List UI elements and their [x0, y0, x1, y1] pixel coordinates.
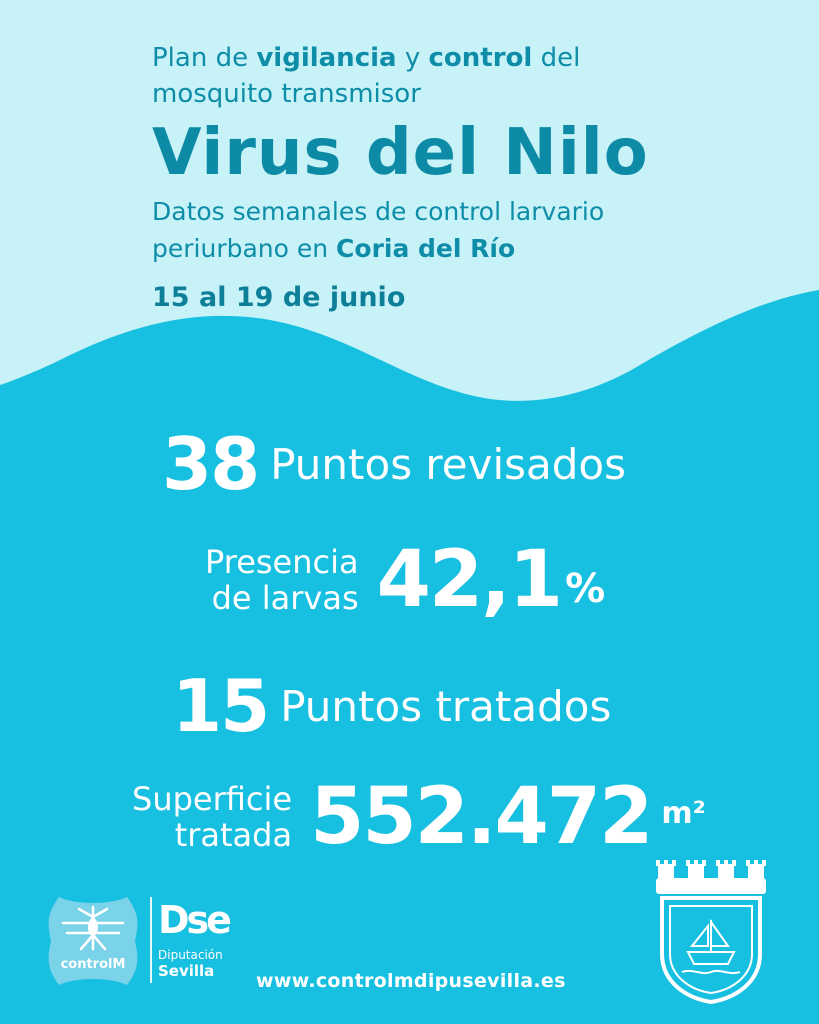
larvae-unit: %: [565, 566, 606, 612]
controlm-logo-icon: [48, 897, 138, 985]
subtitle-line-1: Datos semanales de control larvario: [152, 197, 605, 226]
website-link[interactable]: www.controlmdipusevilla.es: [256, 970, 566, 992]
stat-points-treated: 15 Puntos tratados: [172, 664, 611, 748]
date-range: 15 al 19 de junio: [152, 282, 406, 313]
dse-sub-label-2: Sevilla: [158, 962, 215, 980]
controlm-label: controlM: [60, 957, 126, 972]
coat-of-arms-icon: [656, 860, 766, 1004]
points-treated-label: Puntos tratados: [280, 681, 612, 731]
intro-line-1: Plan de vigilancia y control del: [152, 43, 581, 73]
larvae-value: 42,1: [376, 535, 563, 625]
logo-divider: [150, 897, 152, 983]
points-reviewed-label: Puntos revisados: [270, 439, 626, 489]
page-title: Virus del Nilo: [152, 116, 649, 190]
surface-value: 552.472: [310, 772, 653, 862]
larvae-label: Presencia de larvas: [205, 543, 359, 617]
stat-larvae-presence: Presencia de larvas 42,1 %: [205, 535, 605, 625]
surface-label: Superficie tratada: [132, 780, 293, 854]
surface-unit: m²: [661, 795, 706, 831]
stat-surface-treated: Superficie tratada 552.472 m²: [132, 772, 706, 862]
header: Plan de vigilancia y control del mosquit…: [152, 40, 792, 313]
stat-points-reviewed: 38 Puntos revisados: [162, 422, 626, 506]
top-wave-band: [0, 0, 819, 401]
points-treated-value: 15: [172, 664, 270, 748]
subtitle-line-2: periurbano en Coria del Río: [152, 234, 516, 263]
dse-logo: Dse: [158, 898, 232, 942]
points-reviewed-value: 38: [162, 422, 260, 506]
intro-line-2: mosquito transmisor: [152, 79, 421, 109]
dse-sub-label-1: Diputación: [158, 948, 223, 962]
